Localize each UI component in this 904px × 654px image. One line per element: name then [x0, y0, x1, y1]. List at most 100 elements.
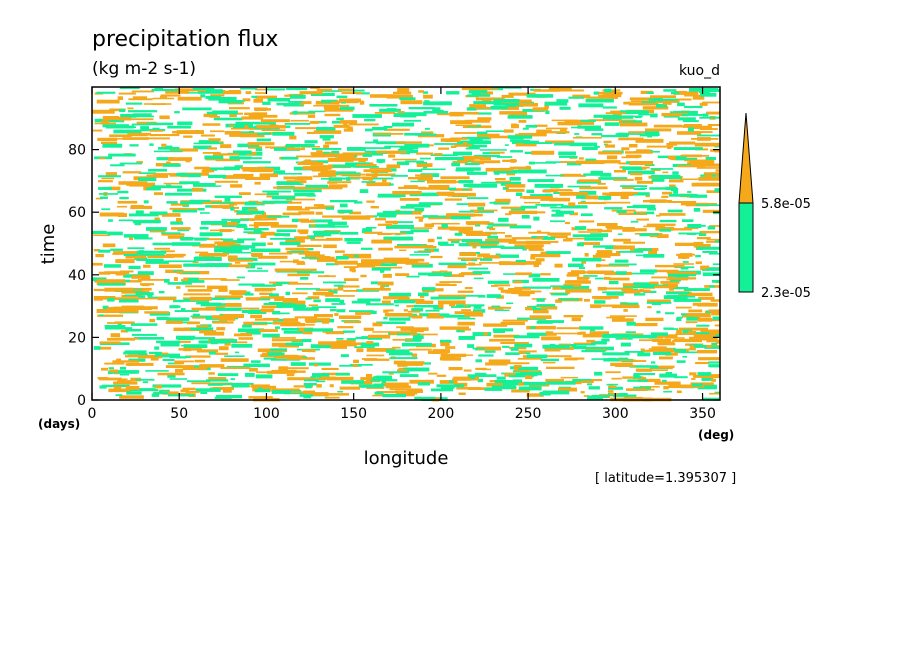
field-cell-high: [428, 372, 438, 375]
field-cell-low: [197, 90, 226, 94]
field-cell-high: [547, 232, 571, 236]
field-cell-high: [656, 214, 661, 217]
field-cell-low: [714, 239, 720, 243]
field-cell-high: [361, 259, 384, 264]
field-cell-high: [663, 386, 669, 390]
field-cell-high: [415, 300, 434, 304]
field-cell-low: [414, 396, 422, 400]
field-cell-high: [313, 204, 325, 207]
field-cell-high: [220, 279, 240, 281]
field-cell-low: [200, 302, 222, 307]
field-cell-high: [664, 337, 685, 339]
field-cell-high: [316, 256, 331, 258]
field-cell-high: [108, 186, 121, 191]
field-cell-low: [536, 298, 545, 302]
field-cell-high: [280, 323, 305, 327]
field-cell-high: [250, 384, 270, 388]
field-cell-high: [130, 132, 151, 136]
field-cell-high: [528, 248, 544, 251]
field-cell-low: [498, 217, 509, 222]
field-cell-high: [709, 225, 720, 227]
field-cell-low: [520, 372, 542, 376]
field-cell-high: [113, 138, 133, 140]
field-cell-low: [243, 231, 264, 234]
field-cell-high: [578, 201, 606, 205]
field-cell-high: [304, 254, 325, 258]
field-cell-high: [452, 378, 472, 381]
field-cell-low: [336, 95, 348, 98]
field-cell-low: [373, 139, 379, 143]
field-cell-high: [161, 143, 167, 147]
field-cell-high: [493, 334, 520, 338]
field-cell-low: [571, 126, 593, 129]
field-cell-low: [251, 284, 276, 287]
field-cell-low: [356, 92, 370, 95]
field-cell-low: [188, 277, 199, 281]
field-cell-high: [700, 329, 720, 334]
field-cell-low: [166, 184, 172, 187]
field-cell-low: [644, 164, 655, 167]
field-cell-high: [552, 332, 579, 335]
field-cell-low: [477, 210, 494, 213]
field-cell-high: [93, 297, 103, 301]
field-cell-low: [225, 123, 254, 128]
field-cell-low: [542, 390, 570, 395]
precip-field: [92, 87, 720, 402]
field-cell-low: [595, 277, 604, 280]
field-cell-high: [680, 178, 709, 180]
field-cell-low: [659, 228, 672, 232]
field-cell-low: [475, 359, 482, 363]
field-cell-low: [234, 157, 262, 160]
field-cell-low: [166, 201, 178, 204]
field-cell-high: [439, 326, 469, 330]
field-cell-high: [501, 94, 514, 98]
field-cell-high: [471, 160, 501, 164]
field-cell-high: [597, 287, 607, 291]
field-cell-high: [211, 205, 234, 209]
field-cell-low: [593, 91, 599, 95]
field-cell-low: [479, 149, 507, 151]
field-cell-low: [119, 299, 139, 303]
field-cell-low: [600, 172, 612, 177]
field-cell-low: [123, 274, 140, 278]
field-cell-low: [637, 352, 651, 357]
field-cell-low: [138, 295, 146, 298]
field-cell-high: [96, 309, 122, 313]
field-cell-low: [409, 254, 430, 256]
field-cell-low: [132, 113, 152, 116]
field-cell-low: [618, 250, 644, 253]
field-cell-low: [243, 161, 271, 164]
field-cell-high: [362, 176, 373, 181]
field-cell-high: [436, 191, 455, 195]
field-cell-high: [634, 176, 643, 181]
field-cell-low: [671, 91, 680, 95]
field-cell-low: [354, 346, 375, 348]
field-cell-high: [392, 151, 407, 154]
field-cell-low: [577, 242, 584, 247]
field-cell-high: [218, 317, 236, 321]
field-cell-low: [474, 223, 481, 227]
field-cell-high: [255, 95, 277, 99]
field-cell-low: [154, 346, 160, 350]
field-cell-high: [586, 339, 596, 343]
field-cell-low: [696, 324, 710, 327]
field-cell-high: [367, 334, 391, 339]
field-cell-high: [464, 312, 484, 317]
field-cell-low: [467, 94, 491, 97]
field-cell-low: [361, 247, 373, 250]
field-cell-high: [252, 112, 268, 116]
field-cell-high: [323, 105, 334, 110]
field-cell-high: [636, 149, 651, 152]
field-cell-high: [533, 310, 549, 314]
field-cell-low: [295, 288, 320, 290]
field-cell-low: [285, 291, 291, 296]
field-cell-low: [173, 270, 183, 272]
field-cell-high: [440, 176, 470, 180]
field-cell-high: [454, 144, 472, 147]
field-cell-low: [101, 208, 111, 211]
field-cell-low: [572, 234, 596, 238]
field-cell-high: [97, 314, 124, 317]
field-cell-high: [279, 354, 299, 358]
field-cell-low: [434, 156, 464, 161]
field-cell-high: [463, 305, 469, 307]
